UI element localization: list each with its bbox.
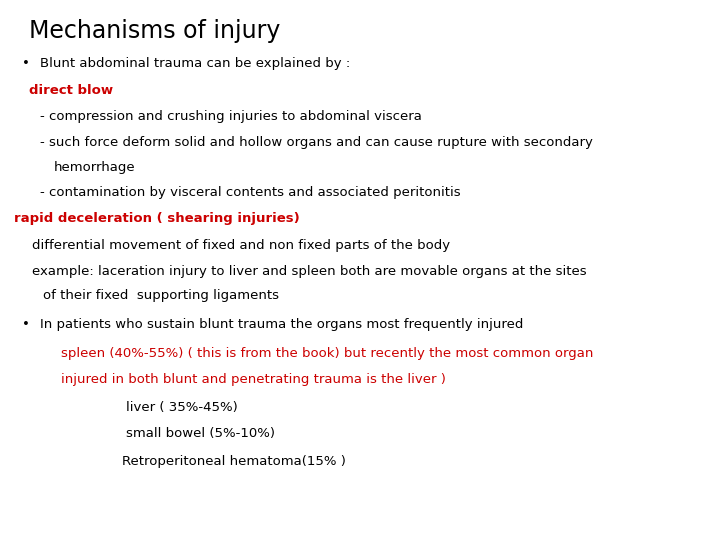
Text: small bowel (5%-10%): small bowel (5%-10%): [126, 427, 275, 440]
Text: •: •: [22, 318, 30, 330]
Text: - such force deform solid and hollow organs and can cause rupture with secondary: - such force deform solid and hollow org…: [40, 136, 593, 149]
Text: rapid deceleration ( shearing injuries): rapid deceleration ( shearing injuries): [14, 212, 300, 225]
Text: liver ( 35%-45%): liver ( 35%-45%): [126, 401, 238, 414]
Text: direct blow: direct blow: [29, 84, 113, 97]
Text: of their fixed  supporting ligaments: of their fixed supporting ligaments: [43, 289, 279, 302]
Text: Mechanisms of injury: Mechanisms of injury: [29, 19, 280, 43]
Text: differential movement of fixed and non fixed parts of the body: differential movement of fixed and non f…: [32, 239, 451, 252]
Text: hemorrhage: hemorrhage: [54, 161, 135, 174]
Text: spleen (40%-55%) ( this is from the book) but recently the most common organ: spleen (40%-55%) ( this is from the book…: [61, 347, 593, 360]
Text: Blunt abdominal trauma can be explained by :: Blunt abdominal trauma can be explained …: [40, 57, 350, 70]
Text: example: laceration injury to liver and spleen both are movable organs at the si: example: laceration injury to liver and …: [32, 265, 587, 278]
Text: In patients who sustain blunt trauma the organs most frequently injured: In patients who sustain blunt trauma the…: [40, 318, 523, 330]
Text: Retroperitoneal hematoma(15% ): Retroperitoneal hematoma(15% ): [122, 455, 346, 468]
Text: injured in both blunt and penetrating trauma is the liver ): injured in both blunt and penetrating tr…: [61, 373, 446, 386]
Text: - contamination by visceral contents and associated peritonitis: - contamination by visceral contents and…: [40, 186, 460, 199]
Text: •: •: [22, 57, 30, 70]
Text: - compression and crushing injuries to abdominal viscera: - compression and crushing injuries to a…: [40, 110, 421, 123]
